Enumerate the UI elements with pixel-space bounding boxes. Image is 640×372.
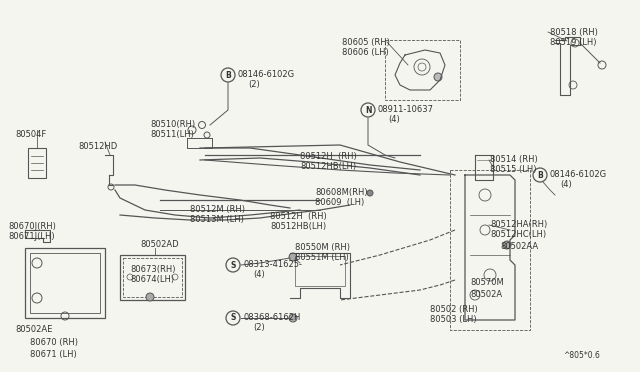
Text: 80570M: 80570M — [470, 278, 504, 287]
Text: 80671J(LH): 80671J(LH) — [8, 232, 54, 241]
Text: 80608M(RH): 80608M(RH) — [315, 188, 367, 197]
Text: (4): (4) — [253, 270, 265, 279]
Text: 08911-10637: 08911-10637 — [378, 105, 434, 114]
Circle shape — [434, 73, 442, 81]
Text: 80674(LH): 80674(LH) — [130, 275, 174, 284]
Circle shape — [503, 241, 511, 249]
Text: 80503 (LH): 80503 (LH) — [430, 315, 477, 324]
Text: 80518 (RH): 80518 (RH) — [550, 28, 598, 37]
Text: 08368-6162H: 08368-6162H — [243, 313, 300, 322]
Text: 80671 (LH): 80671 (LH) — [30, 350, 77, 359]
Text: 80504F: 80504F — [15, 130, 46, 139]
Text: 80673(RH): 80673(RH) — [130, 265, 175, 274]
Bar — [25, 248, 105, 318]
Text: B: B — [537, 170, 543, 180]
Text: 80512M (RH): 80512M (RH) — [190, 205, 245, 214]
Text: 80670J(RH): 80670J(RH) — [8, 222, 56, 231]
Text: S: S — [230, 260, 236, 269]
Text: 80512HC(LH): 80512HC(LH) — [490, 230, 546, 239]
Text: 08313-41625-: 08313-41625- — [243, 260, 302, 269]
Text: 80502A: 80502A — [470, 290, 502, 299]
Bar — [30, 253, 100, 313]
Text: 80519 (LH): 80519 (LH) — [550, 38, 596, 47]
Text: 80512HD: 80512HD — [78, 142, 117, 151]
Text: 80515 (LH): 80515 (LH) — [490, 165, 536, 174]
Bar — [28, 148, 46, 178]
Text: 80605 (RH): 80605 (RH) — [342, 38, 390, 47]
Text: 08146-6102G: 08146-6102G — [550, 170, 607, 179]
Text: N: N — [365, 106, 371, 115]
Text: 80550M (RH): 80550M (RH) — [295, 243, 350, 252]
Text: 80502AE: 80502AE — [15, 325, 52, 334]
Circle shape — [289, 314, 297, 322]
Text: 08146-6102G: 08146-6102G — [238, 70, 295, 79]
Text: 80512H  (RH): 80512H (RH) — [300, 152, 356, 161]
Text: 80670 (RH): 80670 (RH) — [30, 338, 78, 347]
Text: 80512HA(RH): 80512HA(RH) — [490, 220, 547, 229]
Text: 80502AA: 80502AA — [500, 242, 538, 251]
Text: 80512H  (RH): 80512H (RH) — [270, 212, 327, 221]
Text: B: B — [225, 71, 231, 80]
Text: 80510(RH)
80511(LH): 80510(RH) 80511(LH) — [150, 120, 195, 140]
Bar — [295, 256, 345, 286]
Circle shape — [289, 253, 297, 261]
Text: (2): (2) — [248, 80, 260, 89]
Text: 80606 (LH): 80606 (LH) — [342, 48, 388, 57]
Text: 80514 (RH): 80514 (RH) — [490, 155, 538, 164]
Circle shape — [146, 293, 154, 301]
Text: 80551M (LH): 80551M (LH) — [295, 253, 349, 262]
Text: ^805*0.6: ^805*0.6 — [563, 351, 600, 360]
Text: 80512HB(LH): 80512HB(LH) — [300, 162, 356, 171]
Text: 80502AD: 80502AD — [140, 240, 179, 249]
Text: 80609  (LH): 80609 (LH) — [315, 198, 364, 207]
Text: (2): (2) — [253, 323, 265, 332]
Text: S: S — [230, 314, 236, 323]
Bar — [120, 255, 185, 300]
Bar — [123, 258, 182, 297]
Circle shape — [367, 190, 373, 196]
Text: 80513M (LH): 80513M (LH) — [190, 215, 244, 224]
Text: 80512HB(LH): 80512HB(LH) — [270, 222, 326, 231]
Text: 80502 (RH): 80502 (RH) — [430, 305, 477, 314]
Text: (4): (4) — [388, 115, 400, 124]
Text: (4): (4) — [560, 180, 572, 189]
